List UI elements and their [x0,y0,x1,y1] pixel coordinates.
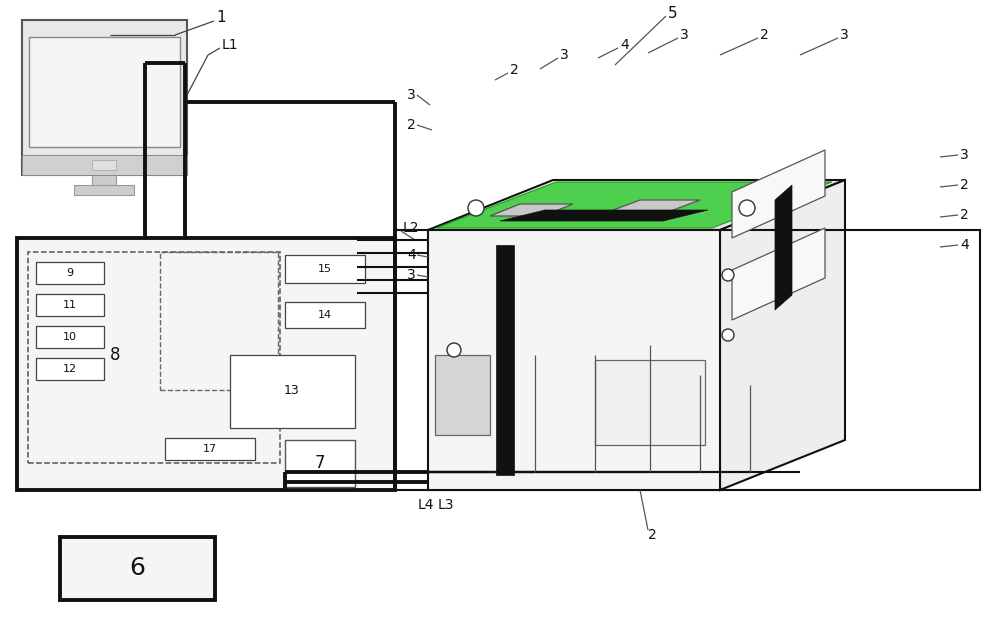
Bar [285,440,355,487]
Polygon shape [732,150,825,238]
Bar [60,537,215,600]
Bar [28,252,280,463]
Polygon shape [775,185,792,310]
Circle shape [739,200,755,216]
Text: 3: 3 [560,48,569,62]
Polygon shape [732,228,825,320]
Text: 7: 7 [315,454,325,472]
Circle shape [468,200,484,216]
Bar [92,173,116,187]
Text: L4: L4 [418,498,434,512]
Bar [496,245,514,475]
Text: 2: 2 [960,208,969,222]
Text: 2: 2 [510,63,519,77]
Text: 3: 3 [840,28,849,42]
Circle shape [722,269,734,281]
Polygon shape [608,200,700,212]
Text: 5: 5 [668,6,678,20]
Bar [160,252,278,390]
Text: 8: 8 [110,346,120,364]
Text: 3: 3 [407,88,416,102]
Text: 15: 15 [318,264,332,274]
Text: 12: 12 [63,364,77,374]
Polygon shape [436,182,832,228]
Bar [230,355,355,428]
Text: L2: L2 [403,221,420,235]
Text: 17: 17 [203,444,217,454]
Bar [285,302,365,328]
Text: 4: 4 [407,248,416,262]
Text: 10: 10 [63,332,77,342]
Bar [17,238,395,490]
Text: L1: L1 [222,38,239,52]
Bar [22,155,187,175]
Bar [92,160,116,170]
Text: 13: 13 [284,385,300,398]
Text: L3: L3 [438,498,454,512]
Bar [595,360,705,445]
Polygon shape [428,180,845,230]
Text: 2: 2 [760,28,769,42]
Bar [36,326,104,348]
Bar [36,294,104,316]
Polygon shape [490,204,573,216]
Text: 1: 1 [216,11,226,25]
Circle shape [722,329,734,341]
Text: 3: 3 [407,268,416,282]
Text: 2: 2 [407,118,416,132]
Text: 3: 3 [680,28,689,42]
Bar [435,355,490,435]
Text: 11: 11 [63,300,77,310]
Text: 9: 9 [66,268,74,278]
Text: 4: 4 [620,38,629,52]
Bar [36,262,104,284]
Text: 4: 4 [960,238,969,252]
Bar [74,185,134,195]
Bar [428,230,720,490]
Text: 3: 3 [960,148,969,162]
Text: 2: 2 [648,528,657,542]
Bar [22,20,187,175]
Polygon shape [500,210,708,221]
Bar [165,438,255,460]
Bar [29,37,180,147]
Text: 14: 14 [318,310,332,320]
Circle shape [447,343,461,357]
Bar [36,358,104,380]
Text: 2: 2 [960,178,969,192]
Text: 6: 6 [129,556,145,580]
Polygon shape [720,180,845,490]
Bar [395,230,980,490]
Bar [285,255,365,283]
